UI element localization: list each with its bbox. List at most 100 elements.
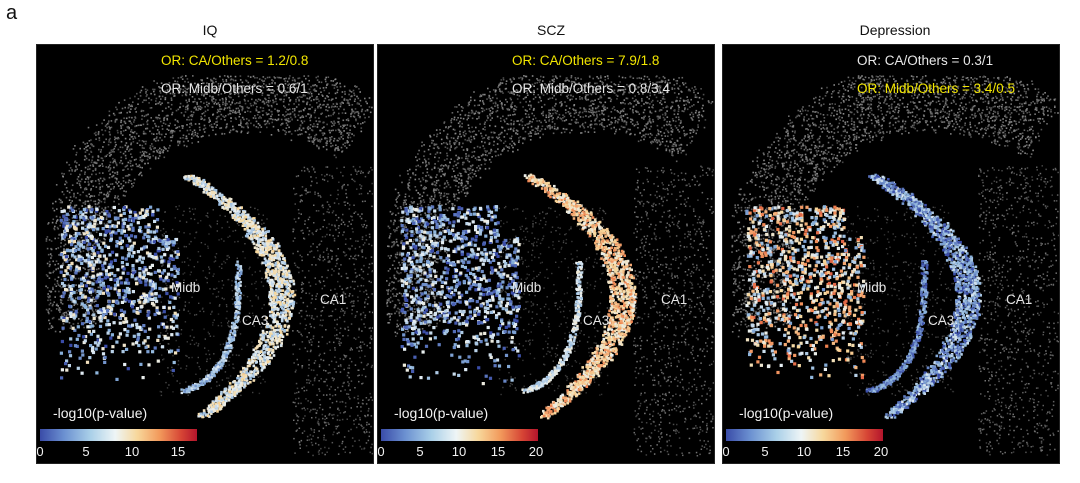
midb-spot [110,350,114,354]
tissue-spot [319,259,321,261]
tissue-spot [186,124,188,126]
tissue-spot [327,255,329,258]
tissue-spot [344,145,346,147]
tissue-spot [360,284,362,287]
tissue-spot [176,295,179,297]
midb-spot [148,279,152,283]
tissue-spot [347,118,349,120]
tissue-spot [307,128,310,131]
tissue-spot [235,112,237,114]
tissue-spot [177,108,180,111]
tissue-spot [224,104,227,107]
tissue-spot [303,430,306,432]
tissue-spot [173,130,176,133]
tissue-spot [297,397,300,400]
tissue-spot [322,280,325,282]
tissue-spot [275,97,277,100]
tissue-spot [328,447,330,450]
tissue-spot [256,374,259,377]
midb-spot [87,205,91,209]
tissue-spot [325,417,328,419]
tissue-spot [97,237,99,240]
tissue-spot [110,209,113,212]
ca1-spot [225,396,228,399]
tissue-spot [335,156,337,159]
tissue-spot [340,103,342,106]
tissue-spot [237,92,240,95]
tissue-spot [347,326,349,328]
tissue-spot [88,159,90,161]
tissue-spot [356,111,358,113]
tissue-spot [338,342,340,345]
tissue-spot [184,93,187,96]
tissue-spot [108,152,111,155]
tissue-spot [139,91,142,94]
midb-spot [169,349,174,353]
tissue-spot [335,229,337,231]
tissue-spot [177,140,179,143]
tissue-spot [235,107,238,110]
midb-spot [134,213,138,217]
midb-spot [153,346,157,350]
midb-spot [76,232,80,236]
tissue-spot [301,291,303,293]
tissue-spot [307,374,310,377]
tissue-spot [214,255,216,258]
tissue-spot [298,110,300,113]
tissue-spot [358,423,360,425]
tissue-spot [301,133,303,135]
tissue-spot [199,378,201,380]
midb-spot [99,272,103,276]
tissue-spot [172,391,174,393]
midb-spot [92,245,97,250]
tissue-spot [198,302,200,304]
tissue-spot [370,338,373,340]
tissue-spot [344,243,347,245]
midb-spot [146,344,150,348]
tissue-spot [194,123,197,125]
tissue-spot [298,128,301,131]
tissue-spot [320,240,323,242]
tissue-spot [344,355,346,357]
tissue-spot [262,80,264,83]
tissue-spot [185,75,187,77]
tissue-spot [313,379,316,382]
midb-spot [75,337,79,341]
tissue-spot [276,85,279,88]
tissue-spot [220,325,223,327]
tissue-spot [228,364,230,366]
midb-spot [65,272,69,276]
tissue-spot [163,156,166,159]
tissue-spot [205,88,208,90]
tissue-spot [123,120,126,123]
tissue-spot [121,186,124,188]
tissue-spot [224,115,227,117]
tissue-spot [342,292,345,294]
tissue-spot [78,213,80,216]
tissue-spot [48,319,50,322]
midb-spot [148,294,152,298]
tissue-spot [90,189,92,191]
tissue-spot [120,140,123,143]
tissue-spot [185,381,187,383]
midb-spot [167,260,171,264]
tissue-spot [344,204,346,206]
tissue-spot [176,120,179,122]
midb-spot [156,338,160,342]
tissue-spot [228,256,230,259]
tissue-spot [350,215,352,217]
tissue-spot [338,268,340,270]
tissue-spot [170,99,173,101]
tissue-spot [331,98,333,101]
tissue-spot [255,239,257,241]
tissue-spot [76,308,79,310]
midb-spot [93,222,97,226]
tissue-spot [315,298,317,300]
tissue-spot [161,125,163,127]
tissue-spot [346,196,348,199]
tissue-spot [131,156,133,158]
midb-spot [80,261,84,265]
tissue-spot [216,223,218,225]
midb-spot [91,282,95,286]
tissue-spot [261,223,263,225]
